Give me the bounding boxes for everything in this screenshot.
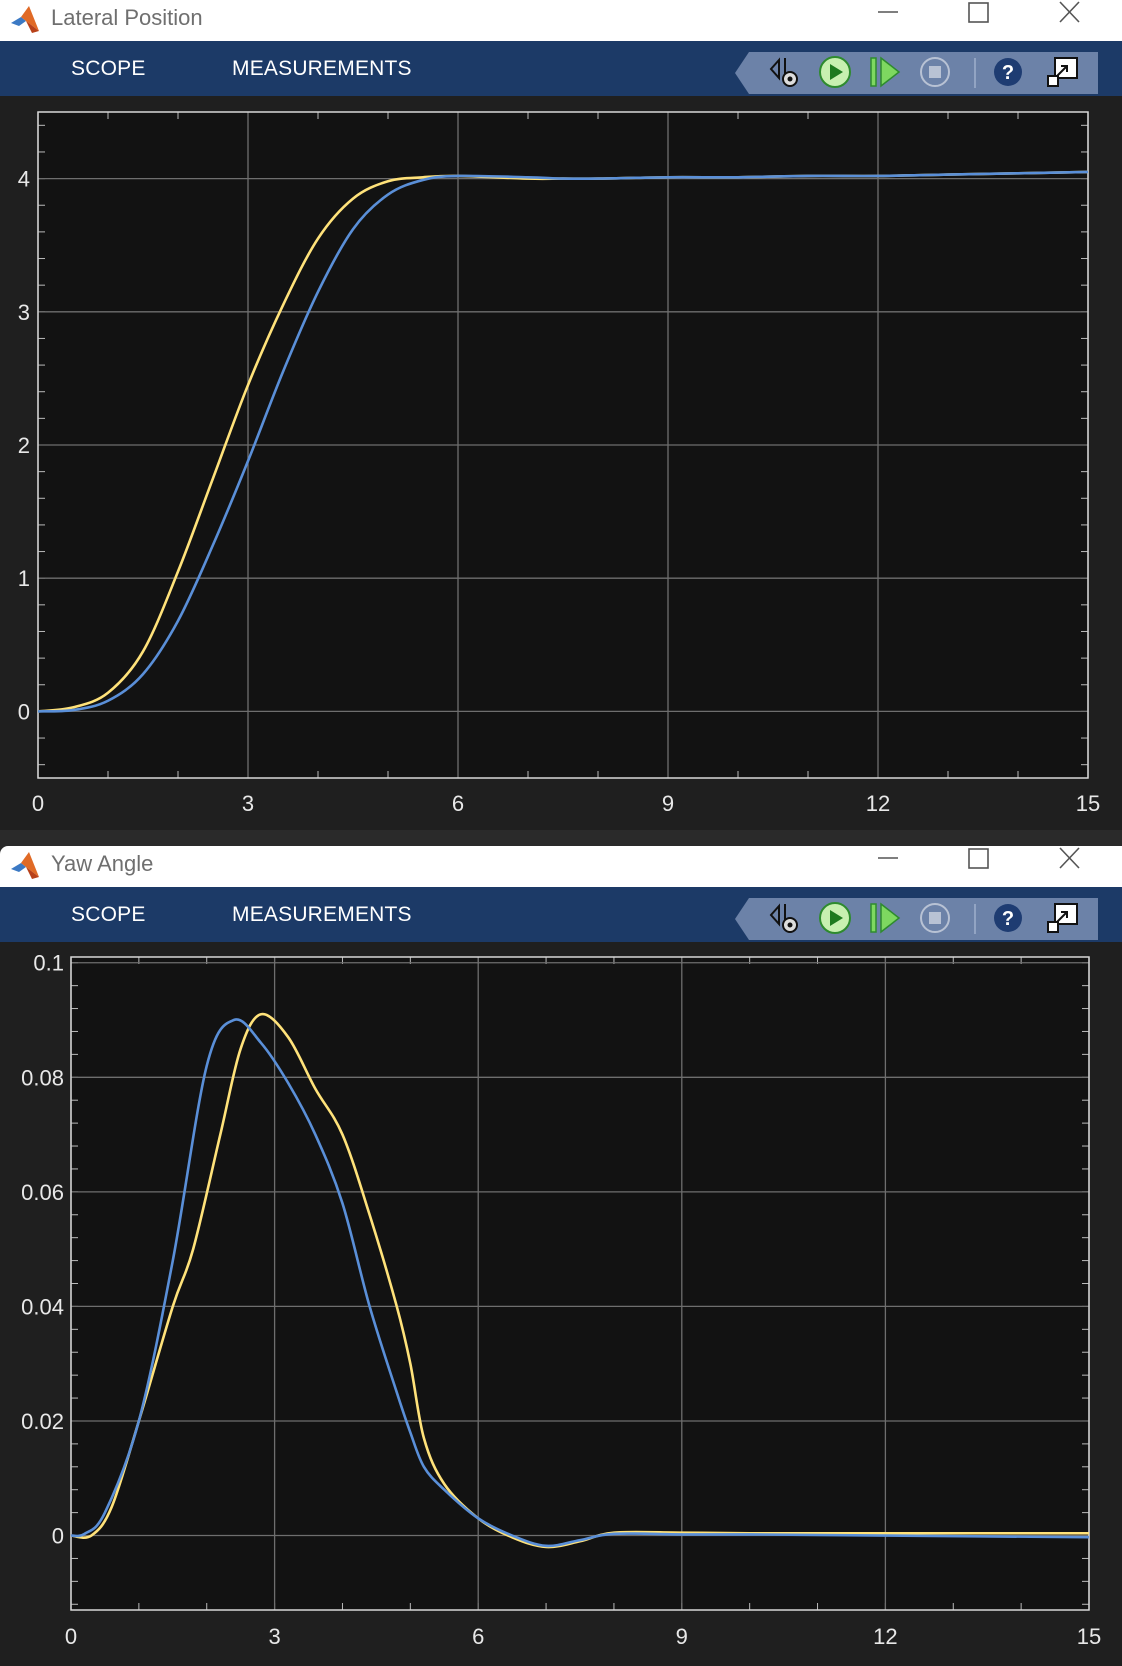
y-tick-label: 0.06 xyxy=(21,1180,64,1205)
x-tick-label: 15 xyxy=(1077,1624,1101,1649)
stop-icon xyxy=(920,57,950,87)
step-forward-icon xyxy=(870,56,901,88)
help-icon: ? xyxy=(994,58,1022,86)
settings-button[interactable] xyxy=(765,898,805,938)
help-button[interactable]: ? xyxy=(988,898,1028,938)
close-button[interactable] xyxy=(1047,0,1093,41)
window-title: Lateral Position xyxy=(51,5,203,30)
svg-text:?: ? xyxy=(1002,908,1014,930)
tab-measurements[interactable]: MEASUREMENTS xyxy=(232,903,412,926)
y-tick-label: 0 xyxy=(18,699,30,724)
settings-button[interactable] xyxy=(765,52,805,92)
x-tick-label: 9 xyxy=(676,1624,688,1649)
y-tick-label: 1 xyxy=(18,566,30,591)
plot-area: 0 3 6 9 12 15 0 1 2 3 4 xyxy=(0,96,1122,830)
undock-icon xyxy=(1047,903,1078,933)
y-tick-label: 0 xyxy=(52,1524,64,1549)
x-tick-label: 6 xyxy=(472,1624,484,1649)
run-button[interactable] xyxy=(815,898,855,938)
maximize-icon xyxy=(968,848,989,869)
x-tick-label: 3 xyxy=(268,1624,280,1649)
x-tick-label: 12 xyxy=(866,791,890,816)
step-forward-icon xyxy=(870,902,901,934)
y-tick-label: 2 xyxy=(18,433,30,458)
stop-button[interactable] xyxy=(915,898,955,938)
yaw-angle-chart[interactable]: 0 3 6 9 12 15 0 0.02 0.04 0.06 0.08 0.1 xyxy=(0,942,1122,1666)
toolstrip: SCOPE MEASUREMENTS xyxy=(0,41,1122,96)
series-line-1 xyxy=(37,170,1089,713)
matlab-logo-icon xyxy=(11,6,39,33)
tab-scope[interactable]: SCOPE xyxy=(71,57,146,80)
maximize-icon xyxy=(968,2,989,23)
undock-button[interactable] xyxy=(1043,898,1083,938)
x-tick-label: 15 xyxy=(1076,791,1100,816)
settings-icon xyxy=(769,57,798,87)
run-icon xyxy=(819,902,851,934)
stop-icon xyxy=(920,903,950,933)
title-bar[interactable]: Lateral Position xyxy=(0,0,1122,41)
tab-measurements[interactable]: MEASUREMENTS xyxy=(232,57,412,80)
y-tick-label: 0.02 xyxy=(21,1409,64,1434)
run-button[interactable] xyxy=(815,52,855,92)
svg-text:?: ? xyxy=(1002,62,1014,84)
axes-frame xyxy=(37,111,1089,779)
axes-frame xyxy=(70,956,1090,1611)
toolbar-group: ? xyxy=(735,898,1098,940)
x-tick-label: 9 xyxy=(662,791,674,816)
close-button[interactable] xyxy=(1047,846,1093,887)
minimize-icon xyxy=(878,857,898,859)
close-icon xyxy=(1059,1,1080,23)
x-tick-label: 6 xyxy=(452,791,464,816)
y-tick-label: 0.1 xyxy=(33,951,64,976)
series-line-0 xyxy=(70,1012,1089,1549)
toolbar-group: ? xyxy=(735,52,1098,94)
undock-button[interactable] xyxy=(1043,52,1083,92)
series-line-1 xyxy=(70,1018,1090,1548)
x-tick-label: 3 xyxy=(242,791,254,816)
undock-icon xyxy=(1047,57,1078,87)
close-icon xyxy=(1059,847,1080,869)
minimize-button[interactable] xyxy=(866,0,912,41)
x-tick-label: 0 xyxy=(65,1624,77,1649)
y-tick-label: 0.04 xyxy=(21,1294,64,1319)
matlab-logo-icon xyxy=(11,852,39,879)
window-title: Yaw Angle xyxy=(51,851,154,876)
maximize-button[interactable] xyxy=(956,0,1002,41)
run-icon xyxy=(819,56,851,88)
step-forward-button[interactable] xyxy=(865,52,905,92)
toolstrip: SCOPE MEASUREMENTS xyxy=(0,887,1122,942)
title-bar[interactable]: Yaw Angle xyxy=(0,846,1122,887)
scope-window-lateral-position: Lateral Position SCOPE MEASUREMENTS xyxy=(0,0,1122,830)
step-forward-button[interactable] xyxy=(865,898,905,938)
maximize-button[interactable] xyxy=(956,846,1002,887)
minimize-button[interactable] xyxy=(866,846,912,887)
y-tick-label: 0.08 xyxy=(21,1065,64,1090)
plot-background xyxy=(71,957,1089,1610)
settings-icon xyxy=(769,903,798,933)
tab-scope[interactable]: SCOPE xyxy=(71,903,146,926)
y-tick-label: 4 xyxy=(18,167,30,192)
stop-button[interactable] xyxy=(915,52,955,92)
plot-area: 0 3 6 9 12 15 0 0.02 0.04 0.06 0.08 0.1 xyxy=(0,942,1122,1666)
scope-window-yaw-angle: Yaw Angle SCOPE MEASUREMENTS xyxy=(0,846,1122,1666)
x-tick-label: 12 xyxy=(873,1624,897,1649)
help-icon: ? xyxy=(994,904,1022,932)
x-tick-label: 0 xyxy=(32,791,44,816)
help-button[interactable]: ? xyxy=(988,52,1028,92)
minimize-icon xyxy=(878,11,898,13)
y-tick-label: 3 xyxy=(18,300,30,325)
